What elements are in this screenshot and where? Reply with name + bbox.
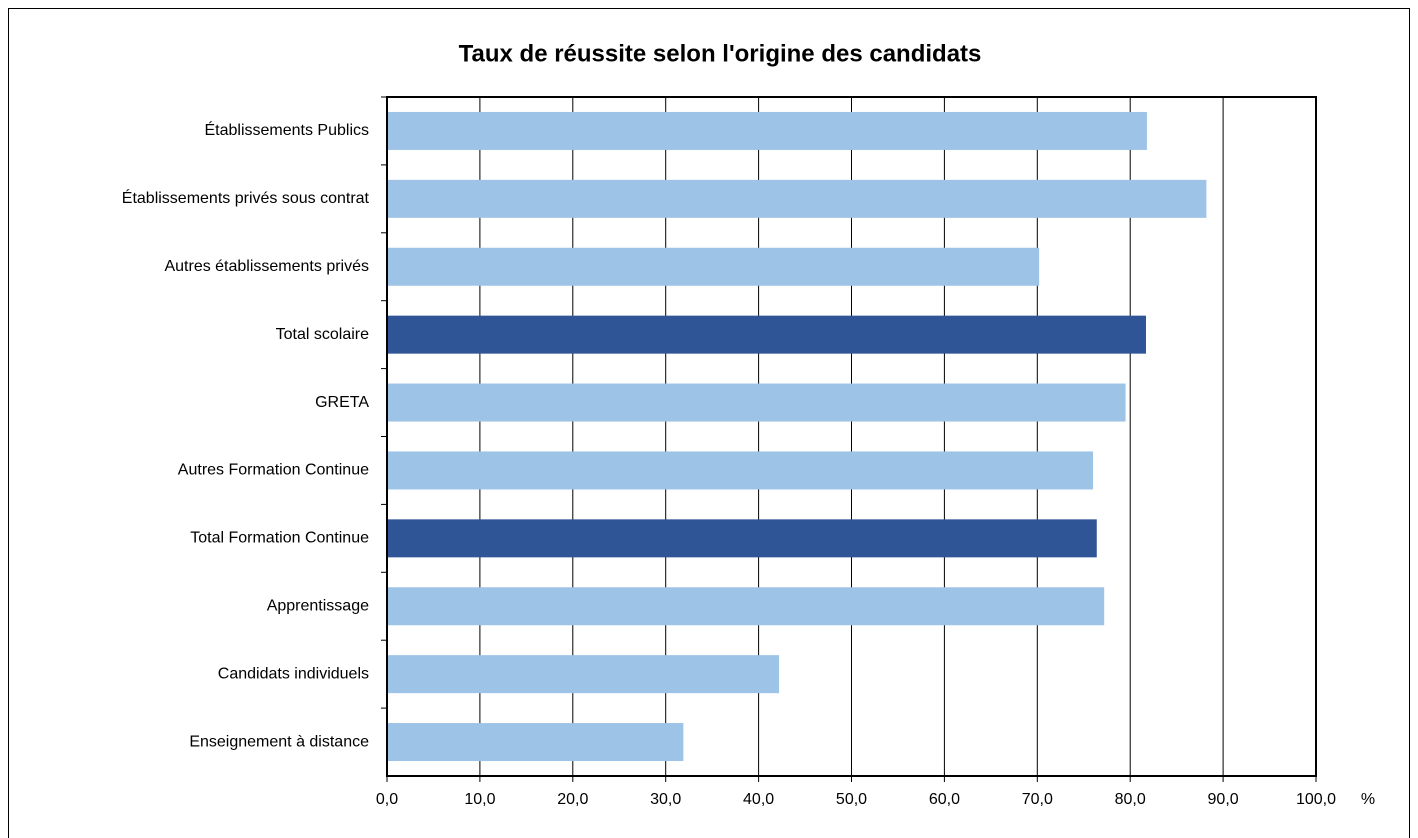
bar <box>387 451 1094 490</box>
bar <box>387 111 1147 150</box>
x-tick-label: 10,0 <box>464 791 495 808</box>
x-tick-label: 50,0 <box>836 791 867 808</box>
y-tick-label: Candidats individuels <box>218 665 369 682</box>
bar <box>387 247 1040 286</box>
x-tick-label: 20,0 <box>557 791 588 808</box>
y-tick-label: Autres établissements privés <box>164 258 369 275</box>
x-tick-label: 80,0 <box>1115 791 1146 808</box>
plot-border <box>386 96 1317 777</box>
y-tick-label: Enseignement à distance <box>189 733 369 750</box>
y-tick-label: GRETA <box>315 394 369 411</box>
x-tick-label: 60,0 <box>929 791 960 808</box>
bar <box>387 315 1146 354</box>
x-tick-label: 90,0 <box>1208 791 1239 808</box>
x-tick-label: 70,0 <box>1022 791 1053 808</box>
bar <box>387 655 780 694</box>
y-tick-label: Apprentissage <box>267 597 369 614</box>
bar <box>387 587 1105 626</box>
y-tick-label: Total Formation Continue <box>190 530 369 547</box>
y-tick-label: Établissements Publics <box>204 120 369 139</box>
x-tick-label: 40,0 <box>743 791 774 808</box>
y-tick-label: Établissements privés sous contrat <box>122 188 370 207</box>
bar <box>387 519 1097 558</box>
x-tick-label: 0,0 <box>376 791 398 808</box>
y-tick-label: Total scolaire <box>276 326 369 343</box>
bar <box>387 179 1207 218</box>
x-axis-label: % <box>1361 791 1375 808</box>
chart-title: Taux de réussite selon l'origine des can… <box>459 40 982 67</box>
bar <box>387 383 1126 422</box>
x-tick-label: 30,0 <box>650 791 681 808</box>
bar <box>387 723 684 762</box>
x-tick-label: 100,0 <box>1296 791 1336 808</box>
y-tick-label: Autres Formation Continue <box>178 462 369 479</box>
